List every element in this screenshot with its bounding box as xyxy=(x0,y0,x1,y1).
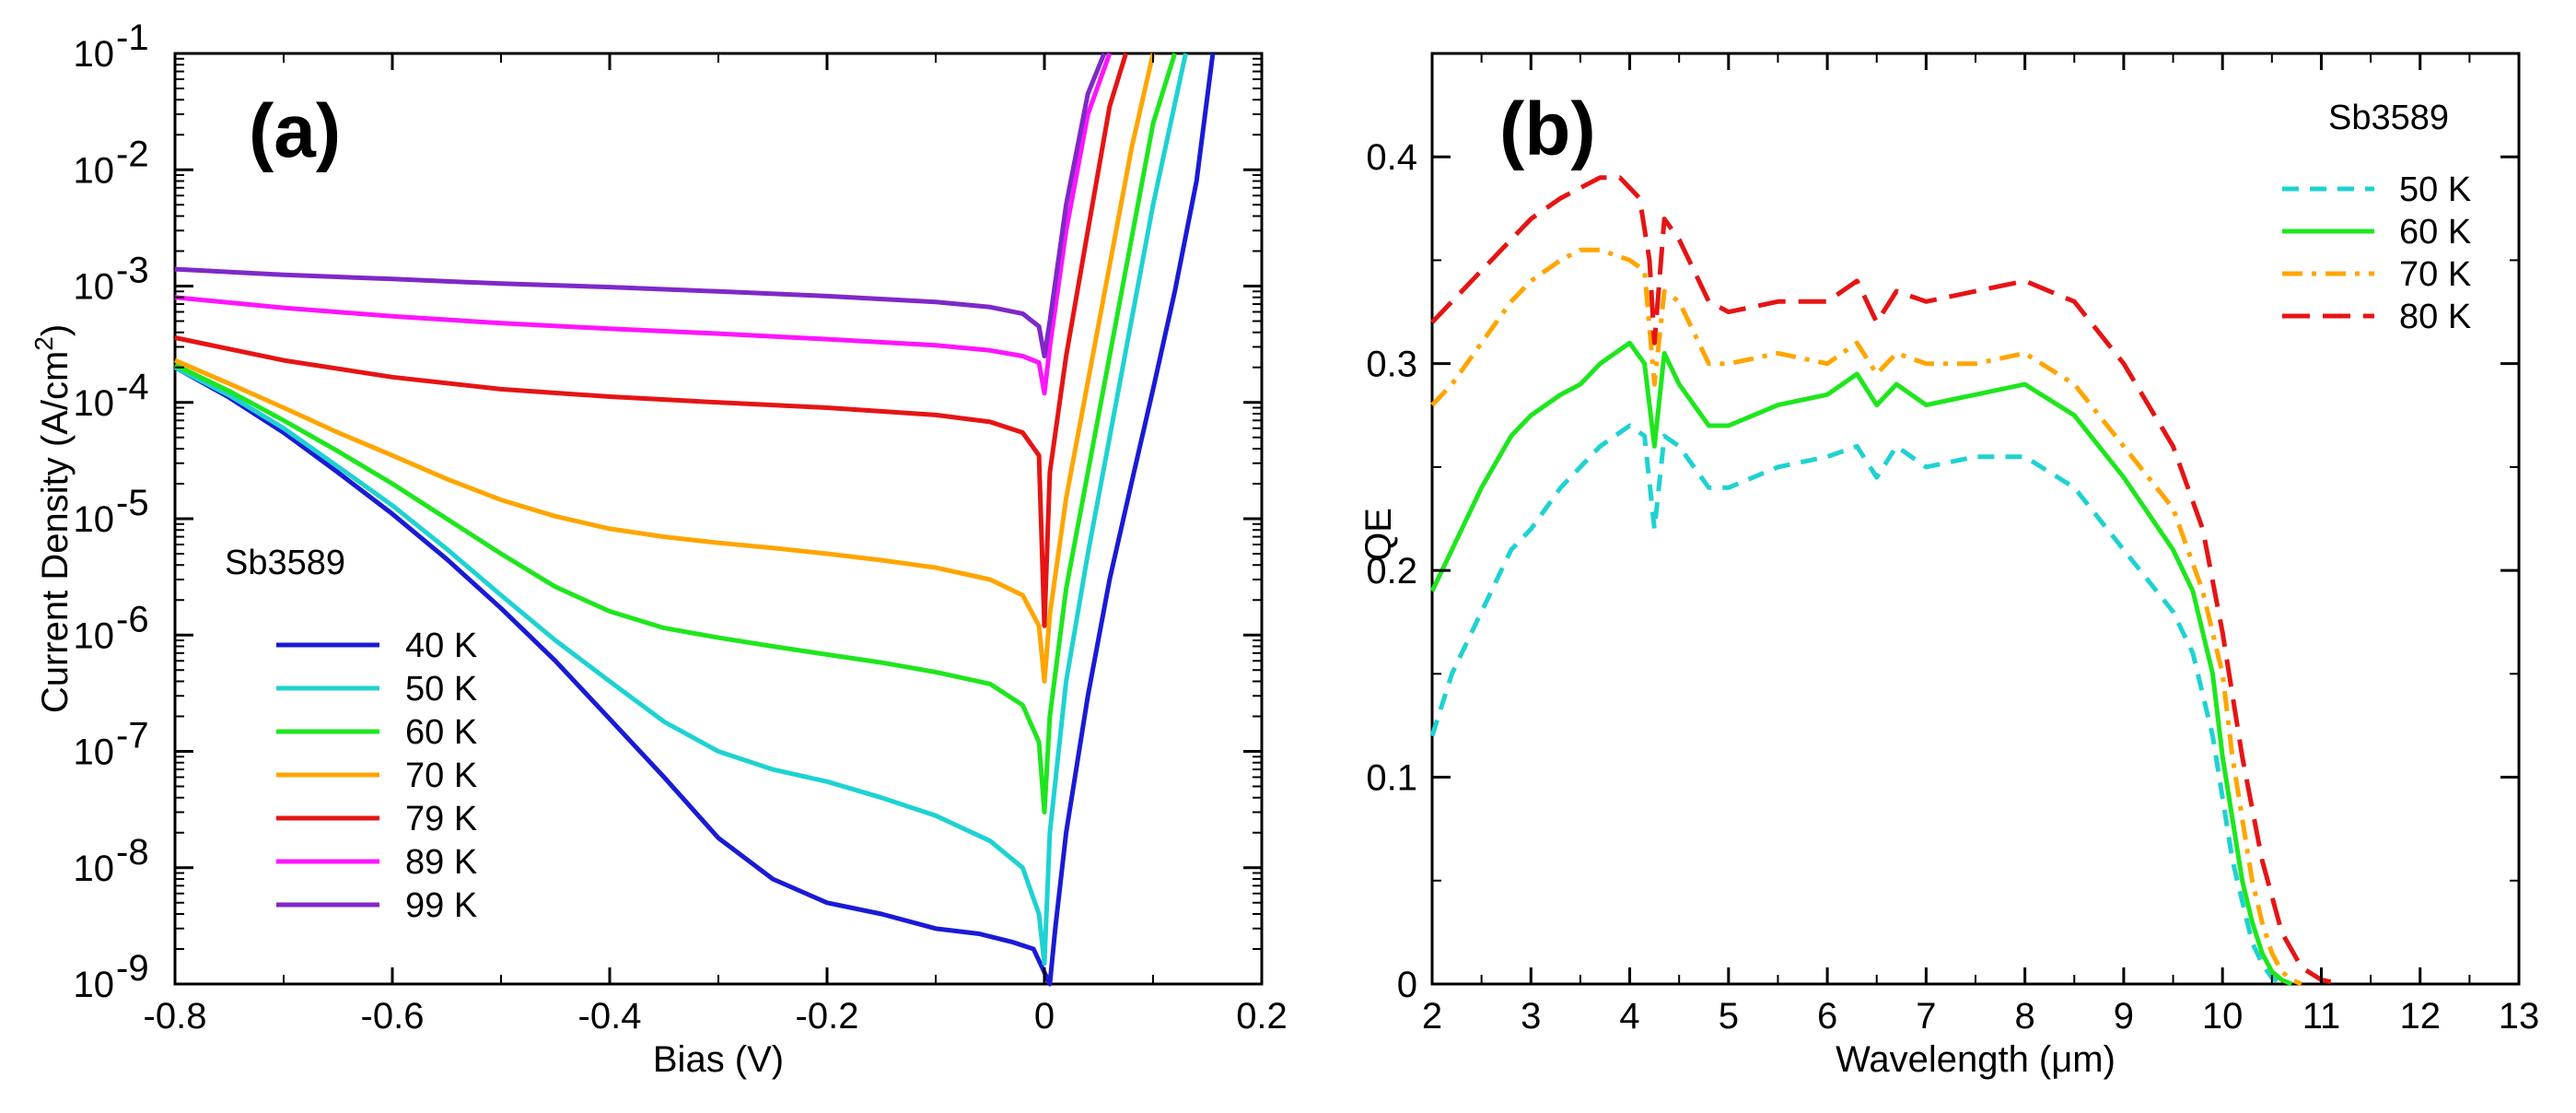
panel-b-x-tick-label: 5 xyxy=(1719,996,1739,1037)
panel-a-y-tick-label: 10 xyxy=(74,732,115,773)
panel-a-y-tick-exponent: -5 xyxy=(116,483,149,523)
curve-a-79-k xyxy=(174,53,1128,628)
panel-a-y-tick-exponent: -4 xyxy=(116,367,149,407)
panel-a-plot-frame xyxy=(173,52,1264,986)
panel-a-curves xyxy=(173,53,1216,987)
panel-a-y-axis-title: Current Density (A/cm2) xyxy=(29,324,76,713)
panel-b-x-tick-label: 9 xyxy=(2114,996,2134,1037)
curve-a-50-k xyxy=(173,53,1188,967)
panel-b-y-axis-title: QE xyxy=(1358,508,1399,561)
legend-a-label-40-k: 40 K xyxy=(405,627,477,665)
panel-a-y-tick-label: 10 xyxy=(74,615,115,656)
panel-a-y-tick-exponent: -8 xyxy=(116,832,149,873)
panel-b-y-tick-label: 0.3 xyxy=(1366,345,1417,385)
panel-a-y-tick-label: 10 xyxy=(74,34,115,75)
panel-a-y-tick-exponent: -2 xyxy=(116,134,149,174)
legend-b-label-50-k: 50 K xyxy=(2399,170,2471,209)
curve-a-40-k xyxy=(173,53,1216,987)
panel-a-x-tick-label: -0.6 xyxy=(361,996,425,1037)
legend-b-label-60-k: 60 K xyxy=(2399,213,2471,252)
panel-a-x-tick-label: 0 xyxy=(1034,996,1055,1037)
panel-a-x-tick-label: 0.2 xyxy=(1236,996,1288,1037)
panel-a-x-ticks: -0.8 -0.6 -0.4 -0.2 0 0.2 xyxy=(144,53,1288,1037)
panel-a-x-tick-label: -0.8 xyxy=(144,996,207,1037)
curve-b-80-k xyxy=(1430,175,2342,987)
panel-a-label: (a) xyxy=(249,89,341,173)
curve-b-60-k xyxy=(1429,340,2293,987)
panel-b-x-tick-label: 3 xyxy=(1521,996,1541,1037)
panel-a-y-tick-label: 10 xyxy=(74,267,115,308)
legend-a-label-60-k: 60 K xyxy=(405,713,477,752)
curve-a-99-k xyxy=(174,53,1107,358)
panel-a: -0.8 -0.6 -0.4 -0.2 0 0.2 10-910-810-710 -610-… xyxy=(29,18,1288,1080)
panel-b-x-tick-label: 2 xyxy=(1422,996,1442,1037)
panel-b-curves xyxy=(1429,175,2342,987)
curve-b-70-k xyxy=(1430,247,2302,987)
legend-a-label-89-k: 89 K xyxy=(405,843,477,882)
panel-b-label: (b) xyxy=(1499,88,1596,171)
legend-a-label-79-k: 79 K xyxy=(405,800,477,838)
panel-b: 2 3 4 5 6 7 8 9 10 11 12 13 0 0.1 0.2 0.3 0.4 (b) Wavel… xyxy=(1358,52,2539,1080)
panel-b-x-tick-label: 12 xyxy=(2399,996,2441,1037)
panel-b-y-tick-label: 0.1 xyxy=(1366,758,1417,799)
panel-a-x-tick-label: -0.2 xyxy=(796,996,859,1037)
panel-b-x-tick-label: 4 xyxy=(1619,996,1639,1037)
panel-a-y-tick-exponent: -9 xyxy=(116,948,149,989)
panel-b-y-ticks: 0 0.1 0.2 0.3 0.4 xyxy=(1366,53,2519,1005)
panel-a-y-tick-label: 10 xyxy=(74,499,115,540)
panel-a-y-tick-exponent: -1 xyxy=(116,18,149,58)
panel-b-x-axis-title: Wavelength (μm) xyxy=(1836,1039,2116,1080)
panel-b-legend-title: Sb3589 xyxy=(2328,99,2449,137)
panel-a-y-tick-label: 10 xyxy=(74,150,115,191)
panel-a-y-axis-title-superscript: 2 xyxy=(29,336,58,351)
panel-a-y-tick-exponent: -6 xyxy=(116,599,149,639)
curve-a-60-k xyxy=(173,53,1177,814)
legend-b-label-70-k: 70 K xyxy=(2399,255,2471,294)
panel-b-y-tick-label: 0 xyxy=(1397,965,1417,1005)
panel-b-x-ticks: 2 3 4 5 6 7 8 9 10 11 12 13 xyxy=(1422,53,2539,1037)
legend-a-label-70-k: 70 K xyxy=(405,756,477,795)
panel-b-x-tick-label: 11 xyxy=(2302,996,2341,1037)
panel-a-x-tick-label: -0.4 xyxy=(578,996,642,1037)
panel-b-y-tick-label: 0.4 xyxy=(1366,137,1417,178)
panel-a-y-tick-exponent: -3 xyxy=(116,251,149,291)
panel-b-x-tick-label: 7 xyxy=(1916,996,1936,1037)
panel-a-legend-title: Sb3589 xyxy=(225,544,345,582)
panel-a-y-tick-label: 10 xyxy=(74,383,115,424)
panel-a-y-tick-label: 10 xyxy=(74,965,115,1005)
panel-b-x-tick-label: 8 xyxy=(2015,996,2035,1037)
panel-a-y-ticks: 10-910-810-710-610-510-410-310-210-1 xyxy=(74,18,1262,1005)
curve-b-50-k xyxy=(1429,423,2283,987)
legend-b-label-80-k: 80 K xyxy=(2399,298,2471,336)
panel-b-x-tick-label: 6 xyxy=(1817,996,1837,1037)
panel-a-y-tick-label: 10 xyxy=(74,849,115,889)
panel-b-plot-frame xyxy=(1430,52,2521,986)
panel-a-legend: 40 K 50 K 60 K 70 K 79 K 89 K 99 K xyxy=(276,627,477,925)
panel-b-x-tick-label: 13 xyxy=(2499,996,2540,1037)
panel-a-y-axis-title-close: ) xyxy=(35,324,76,336)
panel-b-x-tick-label: 10 xyxy=(2202,996,2244,1037)
panel-a-x-axis-title: Bias (V) xyxy=(653,1039,784,1080)
curve-a-89-k xyxy=(174,53,1113,396)
panel-a-y-tick-exponent: -7 xyxy=(116,716,149,756)
legend-a-label-99-k: 99 K xyxy=(405,886,477,925)
curve-a-70-k xyxy=(174,53,1156,684)
panel-b-y-tick-label: 0.2 xyxy=(1366,551,1417,592)
legend-a-label-50-k: 50 K xyxy=(405,670,477,709)
panel-a-y-axis-title-main: Current Density (A/cm xyxy=(35,351,76,713)
panel-b-legend: 50 K 60 K70 K 80 K xyxy=(2282,170,2471,336)
